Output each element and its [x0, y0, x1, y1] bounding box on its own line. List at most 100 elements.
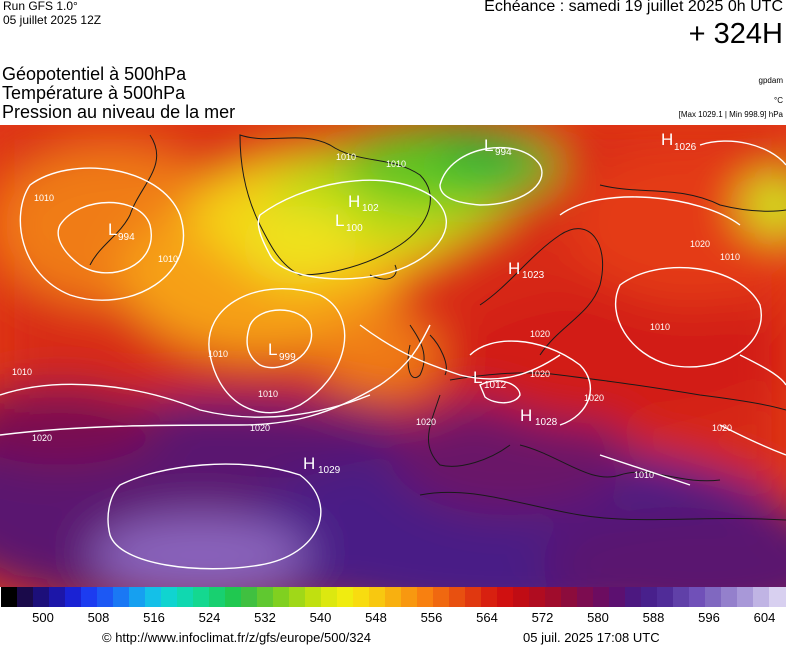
svg-text:1010: 1010	[158, 254, 178, 264]
colorbar-swatch	[465, 587, 482, 607]
colorbar-swatch	[673, 587, 690, 607]
colorbar-swatch	[657, 587, 674, 607]
svg-text:L: L	[335, 211, 344, 230]
high-center: H 1029	[303, 454, 341, 476]
high-center: H 1028	[520, 406, 558, 428]
svg-text:100: 100	[346, 223, 363, 234]
low-center: L 1012	[473, 368, 507, 391]
colorbar-swatch	[273, 587, 290, 607]
colorbar-swatch	[81, 587, 98, 607]
run-date: 05 juillet 2025 12Z	[3, 13, 102, 27]
title-temperature: Température à 500hPa	[2, 83, 186, 103]
colorbar-swatch	[721, 587, 738, 607]
low-center: L 100	[335, 211, 363, 234]
colorbar-swatch	[545, 587, 562, 607]
colorbar-tick: 588	[642, 610, 665, 625]
colorbar-tick: 596	[698, 610, 720, 625]
colorbar-swatch	[97, 587, 114, 607]
temperature-unit: °C	[774, 96, 783, 105]
title-pressure: Pression au niveau de la mer	[2, 102, 236, 122]
svg-text:999: 999	[279, 352, 296, 363]
colorbar-swatch	[625, 587, 642, 607]
svg-text:1010: 1010	[34, 193, 54, 203]
low-center: L 994	[108, 220, 135, 243]
svg-text:1020: 1020	[712, 423, 732, 433]
svg-text:1010: 1010	[650, 322, 670, 332]
svg-text:H: H	[303, 454, 315, 473]
colorbar-swatch	[225, 587, 242, 607]
colorbar-tick: 500	[32, 610, 54, 625]
low-center: L 994	[484, 136, 512, 158]
svg-text:1010: 1010	[720, 252, 740, 262]
svg-text:L: L	[473, 368, 482, 387]
colorbar-swatch	[433, 587, 450, 607]
colorbar-swatch	[193, 587, 210, 607]
colorbar-swatch	[17, 587, 34, 607]
colorbar-swatch	[209, 587, 226, 607]
colorbar-tick: 524	[198, 610, 221, 625]
coastlines	[89, 134, 786, 521]
svg-text:1020: 1020	[250, 423, 270, 433]
colorbar-swatch	[369, 587, 386, 607]
colorbar-swatch	[353, 587, 370, 607]
svg-text:1010: 1010	[208, 349, 228, 359]
high-center: H 1026	[661, 130, 697, 153]
colorbar-swatch	[577, 587, 594, 607]
colorbar	[1, 587, 786, 607]
svg-text:1023: 1023	[522, 270, 545, 281]
weather-map: L 994 H 1026 H 102 L 100 L 994 H 1023 L 999 L 10…	[0, 125, 786, 587]
svg-text:H: H	[520, 406, 532, 425]
title-geopotential: Géopotentiel à 500hPa	[2, 64, 187, 84]
svg-text:1026: 1026	[674, 142, 697, 153]
colorbar-swatch	[705, 587, 722, 607]
svg-text:1029: 1029	[318, 465, 341, 476]
colorbar-swatch	[769, 587, 786, 607]
svg-text:1020: 1020	[530, 329, 550, 339]
colorbar-swatch	[161, 587, 178, 607]
colorbar-swatch	[689, 587, 706, 607]
colorbar-tick: 540	[309, 610, 332, 625]
colorbar-tick: 516	[143, 610, 165, 625]
svg-text:1020: 1020	[584, 393, 604, 403]
svg-text:L: L	[108, 220, 117, 239]
colorbar-swatch	[385, 587, 402, 607]
svg-text:1020: 1020	[32, 433, 52, 443]
colorbar-tick: 564	[476, 610, 498, 625]
colorbar-swatch	[401, 587, 418, 607]
colorbar-tick: 532	[254, 610, 276, 625]
colorbar-tick: 556	[420, 610, 443, 625]
svg-text:1010: 1010	[258, 389, 278, 399]
colorbar-tick: 580	[587, 610, 609, 625]
colorbar-swatch	[177, 587, 194, 607]
generation-timestamp: 05 juil. 2025 17:08 UTC	[523, 630, 660, 645]
colorbar-swatch	[145, 587, 162, 607]
high-center: H 102	[348, 192, 379, 214]
colorbar-swatch	[449, 587, 466, 607]
svg-text:H: H	[508, 259, 520, 278]
svg-text:1028: 1028	[535, 417, 558, 428]
colorbar-swatch	[753, 587, 770, 607]
colorbar-swatch	[417, 587, 434, 607]
colorbar-tick: 604	[753, 610, 776, 625]
pressure-centers: L 994 H 1026 H 102 L 100 L 994 H 1023 L 999 L 10…	[108, 130, 697, 476]
colorbar-swatch	[49, 587, 66, 607]
svg-text:1020: 1020	[530, 369, 550, 379]
source-url[interactable]: © http://www.infoclimat.fr/z/gfs/europe/…	[102, 630, 371, 645]
colorbar-swatch	[561, 587, 578, 607]
colorbar-tick: 508	[87, 610, 110, 625]
colorbar-swatch	[497, 587, 514, 607]
colorbar-swatch	[737, 587, 754, 607]
svg-text:994: 994	[118, 232, 135, 243]
svg-text:1012: 1012	[484, 380, 507, 391]
colorbar-swatch	[641, 587, 658, 607]
isobar-labels: 1010 1010 1010 1010 1010 1010 1010 1010 …	[12, 152, 740, 480]
colorbar-swatch	[33, 587, 50, 607]
colorbar-swatch	[593, 587, 610, 607]
svg-text:L: L	[268, 340, 277, 359]
colorbar-tick: 572	[531, 610, 554, 625]
isobars	[0, 140, 786, 570]
colorbar-swatch	[513, 587, 530, 607]
geopotential-field	[0, 125, 786, 587]
colorbar-swatch	[257, 587, 274, 607]
svg-text:H: H	[661, 130, 673, 149]
